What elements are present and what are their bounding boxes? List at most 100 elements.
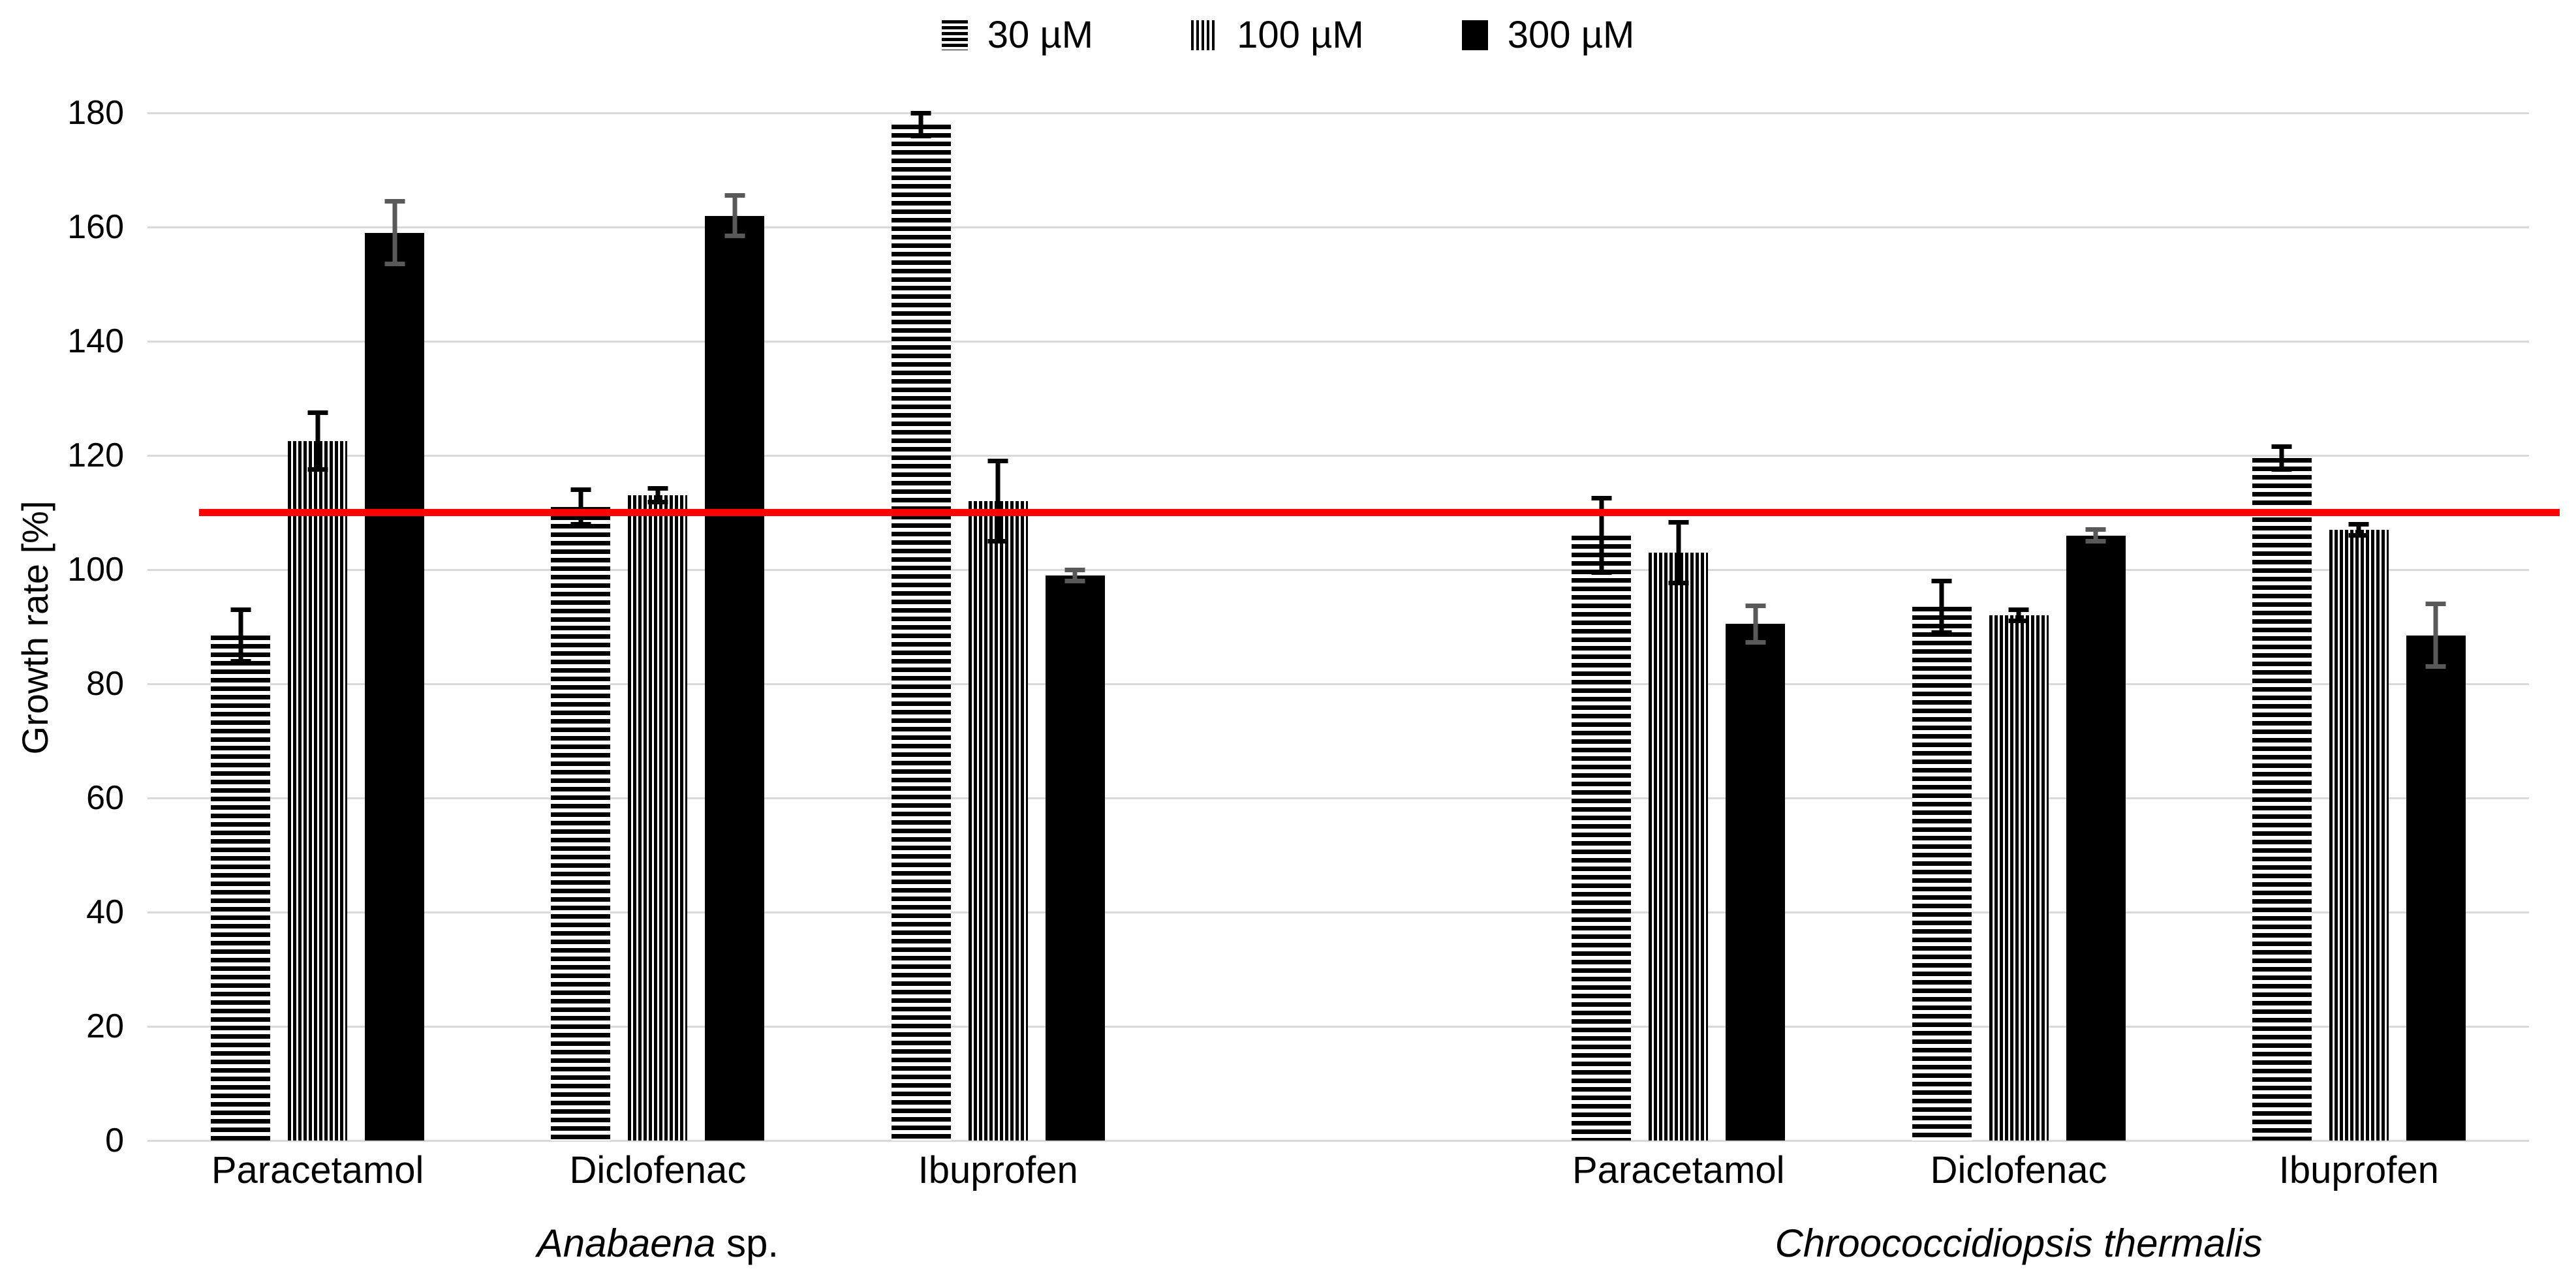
- error-bar-top-cap: [1668, 519, 1689, 525]
- empty-slot: [1168, 113, 1508, 1141]
- error-bar-bottom-cap: [384, 262, 405, 267]
- drug-label-ibuprofen: Ibuprofen: [2278, 1149, 2439, 1191]
- error-bar-top-cap: [1931, 579, 1952, 583]
- drug-label-diclofenac: Diclofenac: [569, 1149, 747, 1191]
- y-tick-label-0: 0: [105, 1122, 124, 1159]
- error-bar-top-cap: [1064, 567, 1085, 572]
- plot-area: [147, 110, 2529, 1141]
- bar-wrap: [2066, 527, 2126, 1141]
- species-label-anabaena: Anabaena sp.: [536, 1221, 779, 1265]
- drug-label-paracetamol: Paracetamol: [1572, 1149, 1785, 1191]
- category-slot-chroococcidiopsis-paracetamol: [1508, 113, 1848, 1141]
- error-bar-top-cap: [1591, 496, 1612, 501]
- error-bar-top-cap: [570, 487, 591, 492]
- error-bar-bottom-cap: [1591, 570, 1612, 575]
- gridline-120: [147, 454, 2529, 457]
- error-bar: [918, 113, 923, 136]
- drug-label-paracetamol: Paracetamol: [211, 1149, 424, 1191]
- error-bar-bottom-cap: [230, 658, 251, 664]
- gridline-0: [147, 1139, 2529, 1142]
- error-bar: [1753, 606, 1758, 643]
- reference-line: [199, 509, 2560, 516]
- bar-diclofenac-300µM: [705, 215, 765, 1141]
- error-bar: [655, 488, 660, 502]
- error-bar: [1676, 522, 1681, 583]
- error-bar-top-cap: [307, 410, 328, 415]
- error-bar: [2279, 446, 2284, 470]
- bar-group: [1848, 113, 2188, 1141]
- error-bar: [732, 195, 737, 236]
- legend: 30 µM 100 µM 300 µM: [0, 9, 2576, 61]
- error-bar: [995, 461, 1001, 542]
- legend-marker-30um-horizontal-stripes-icon: [941, 20, 968, 50]
- bar-wrap: [705, 193, 765, 1141]
- bar-wrap: [1649, 519, 1709, 1141]
- error-bar-bottom-cap: [2348, 533, 2369, 538]
- bar-wrap: [2252, 444, 2312, 1141]
- error-bar-bottom-cap: [307, 467, 328, 472]
- bar-wrap: [1572, 496, 1632, 1141]
- error-bar-top-cap: [1745, 603, 1766, 608]
- drug-label-ibuprofen: Ibuprofen: [918, 1149, 1078, 1191]
- error-bar: [2016, 609, 2021, 621]
- bar-wrap: [2329, 521, 2389, 1141]
- bar-diclofenac-100µM: [628, 495, 688, 1141]
- legend-item-300um: 300 µM: [1461, 16, 1634, 54]
- bar-wrap: [1045, 567, 1105, 1141]
- legend-label-100um: 100 µM: [1237, 14, 1364, 56]
- legend-item-30um: 30 µM: [941, 14, 1094, 56]
- legend-item-100um: 100 µM: [1191, 16, 1364, 54]
- error-bar: [315, 412, 320, 470]
- bar-diclofenac-100µM: [1989, 615, 2049, 1141]
- y-tick-label-80: 80: [86, 665, 124, 703]
- error-bar-bottom-cap: [1668, 580, 1689, 585]
- error-bar: [238, 609, 243, 661]
- gridline-20: [147, 1025, 2529, 1028]
- y-tick-label-140: 140: [67, 322, 124, 360]
- bar-paracetamol-30µM: [211, 635, 271, 1141]
- error-bar-bottom-cap: [2271, 467, 2292, 472]
- error-bar-top-cap: [384, 199, 405, 204]
- error-bar: [392, 201, 397, 264]
- y-tick-label-180: 180: [67, 94, 124, 132]
- category-slot-anabaena-diclofenac: [488, 113, 828, 1141]
- bar-group: [2189, 113, 2529, 1141]
- bar-wrap: [211, 607, 271, 1141]
- legend-marker-300um-solid-icon: [1461, 20, 1488, 50]
- bar-group: [828, 110, 1168, 1141]
- error-bar-top-cap: [2008, 607, 2029, 612]
- drug-label-diclofenac: Diclofenac: [1930, 1149, 2107, 1191]
- error-bar-bottom-cap: [647, 500, 668, 505]
- error-bar: [1072, 570, 1078, 581]
- error-bar-top-cap: [724, 193, 745, 198]
- bar-ibuprofen-30µM: [891, 124, 951, 1141]
- error-bar-bottom-cap: [2085, 538, 2106, 544]
- bar-wrap: [551, 487, 611, 1141]
- error-bar-bottom-cap: [910, 133, 931, 138]
- error-bar: [578, 489, 583, 524]
- error-bar-top-cap: [2271, 444, 2292, 450]
- bar-group: [1508, 113, 1848, 1141]
- gridline-100: [147, 568, 2529, 571]
- y-tick-label-60: 60: [86, 779, 124, 817]
- gridline-40: [147, 911, 2529, 913]
- error-bar-bottom-cap: [2425, 664, 2446, 669]
- bar-diclofenac-30µM: [551, 506, 611, 1141]
- error-bar-bottom-cap: [987, 538, 1008, 544]
- bar-diclofenac-30µM: [1912, 606, 1972, 1141]
- legend-marker-100um-vertical-stripes-icon: [1191, 20, 1218, 50]
- error-bar-top-cap: [2425, 602, 2446, 606]
- y-tick-label-160: 160: [67, 208, 124, 246]
- error-bar: [2093, 529, 2098, 542]
- gridline-180: [147, 112, 2529, 114]
- gridline-160: [147, 226, 2529, 228]
- legend-label-30um: 30 µM: [987, 14, 1094, 56]
- bar-wrap: [1989, 607, 2049, 1141]
- error-bar-bottom-cap: [2008, 619, 2029, 624]
- bar-ibuprofen-100µM: [2329, 529, 2389, 1141]
- gridline-80: [147, 682, 2529, 685]
- error-bar-top-cap: [910, 110, 931, 115]
- error-bar-bottom-cap: [1745, 639, 1766, 645]
- bar-diclofenac-300µM: [2066, 535, 2126, 1141]
- bar-paracetamol-100µM: [288, 441, 348, 1141]
